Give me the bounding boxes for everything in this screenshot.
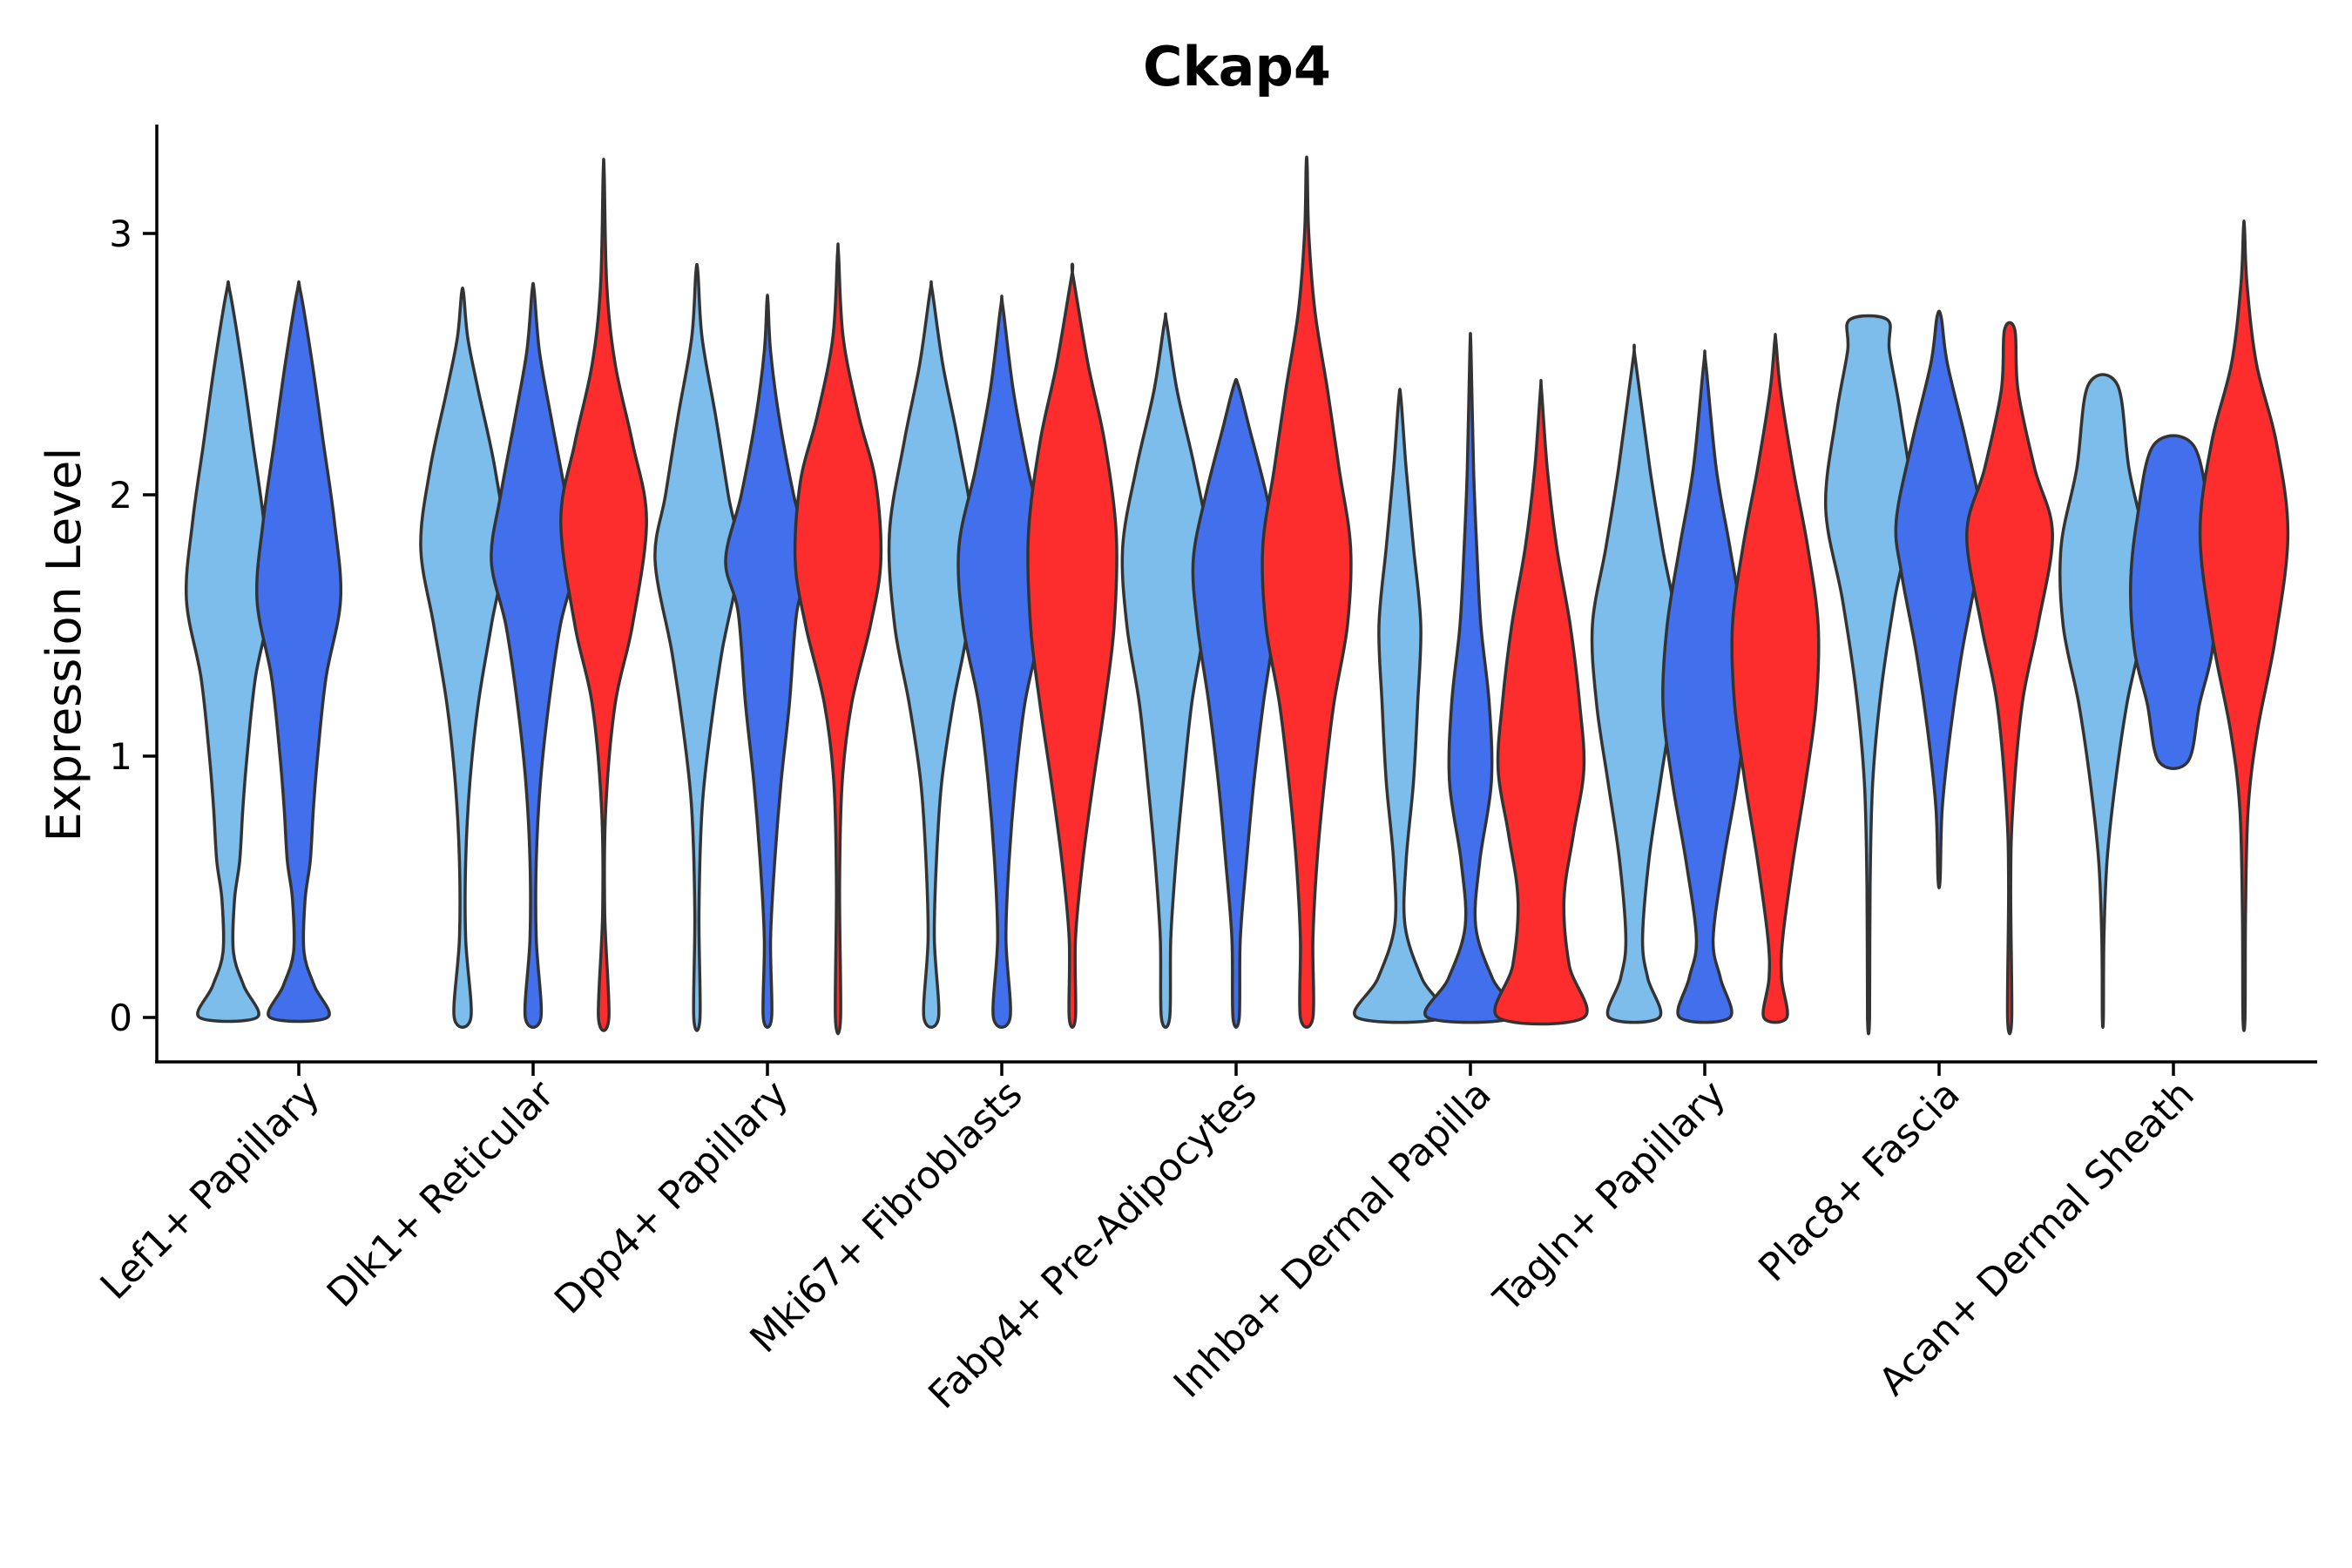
violin-3-2: [1026, 262, 1119, 1029]
y-tick-label: 1: [109, 735, 132, 778]
violin-7-0: [1823, 314, 1914, 1036]
y-tick-label: 2: [109, 474, 132, 517]
violin-3-0: [887, 280, 976, 1029]
violin-3-1: [956, 294, 1047, 1029]
y-axis-label: Expression Level: [37, 448, 91, 842]
violin-6-1: [1661, 349, 1748, 1024]
violin-6-2: [1730, 333, 1821, 1024]
violin-2-1: [724, 294, 811, 1029]
y-tick-label: 0: [109, 997, 132, 1039]
violin-7-2: [1965, 321, 2054, 1036]
violin-2-0: [653, 262, 740, 1032]
x-tick-label: Plac8+ Fascia: [1750, 1072, 1969, 1291]
x-tick-label: Lef1+ Papillary: [92, 1072, 328, 1308]
violin-1-2: [559, 158, 648, 1032]
x-tick-label: Tagln+ Papillary: [1485, 1072, 1734, 1321]
violin-4-1: [1191, 377, 1281, 1029]
violin-0-0: [184, 280, 273, 1024]
violin-7-1: [1894, 309, 1984, 889]
violin-0-1: [254, 280, 343, 1024]
violin-4-0: [1120, 312, 1211, 1029]
x-tick-label: Dpp4+ Papillary: [546, 1072, 797, 1323]
violin-4-2: [1260, 155, 1353, 1029]
violin-5-2: [1493, 379, 1589, 1026]
violin-1-0: [419, 286, 506, 1029]
violin-5-1: [1423, 332, 1517, 1024]
violin-2-2: [793, 242, 883, 1036]
chart-title: Ckap4: [1143, 35, 1331, 98]
violin-8-2: [2198, 220, 2290, 1032]
violin-8-1: [2129, 434, 2218, 770]
violin-8-0: [2058, 373, 2148, 1029]
violin-6-0: [1590, 343, 1679, 1024]
y-axis-ticks: 0 1 2 3: [109, 213, 157, 1039]
violin-layer: [184, 155, 2290, 1036]
violin-1-1: [490, 281, 577, 1029]
violin-5-0: [1353, 388, 1447, 1024]
y-tick-label: 3: [109, 213, 132, 255]
x-tick-label: Dlk1+ Reticular: [319, 1071, 564, 1316]
